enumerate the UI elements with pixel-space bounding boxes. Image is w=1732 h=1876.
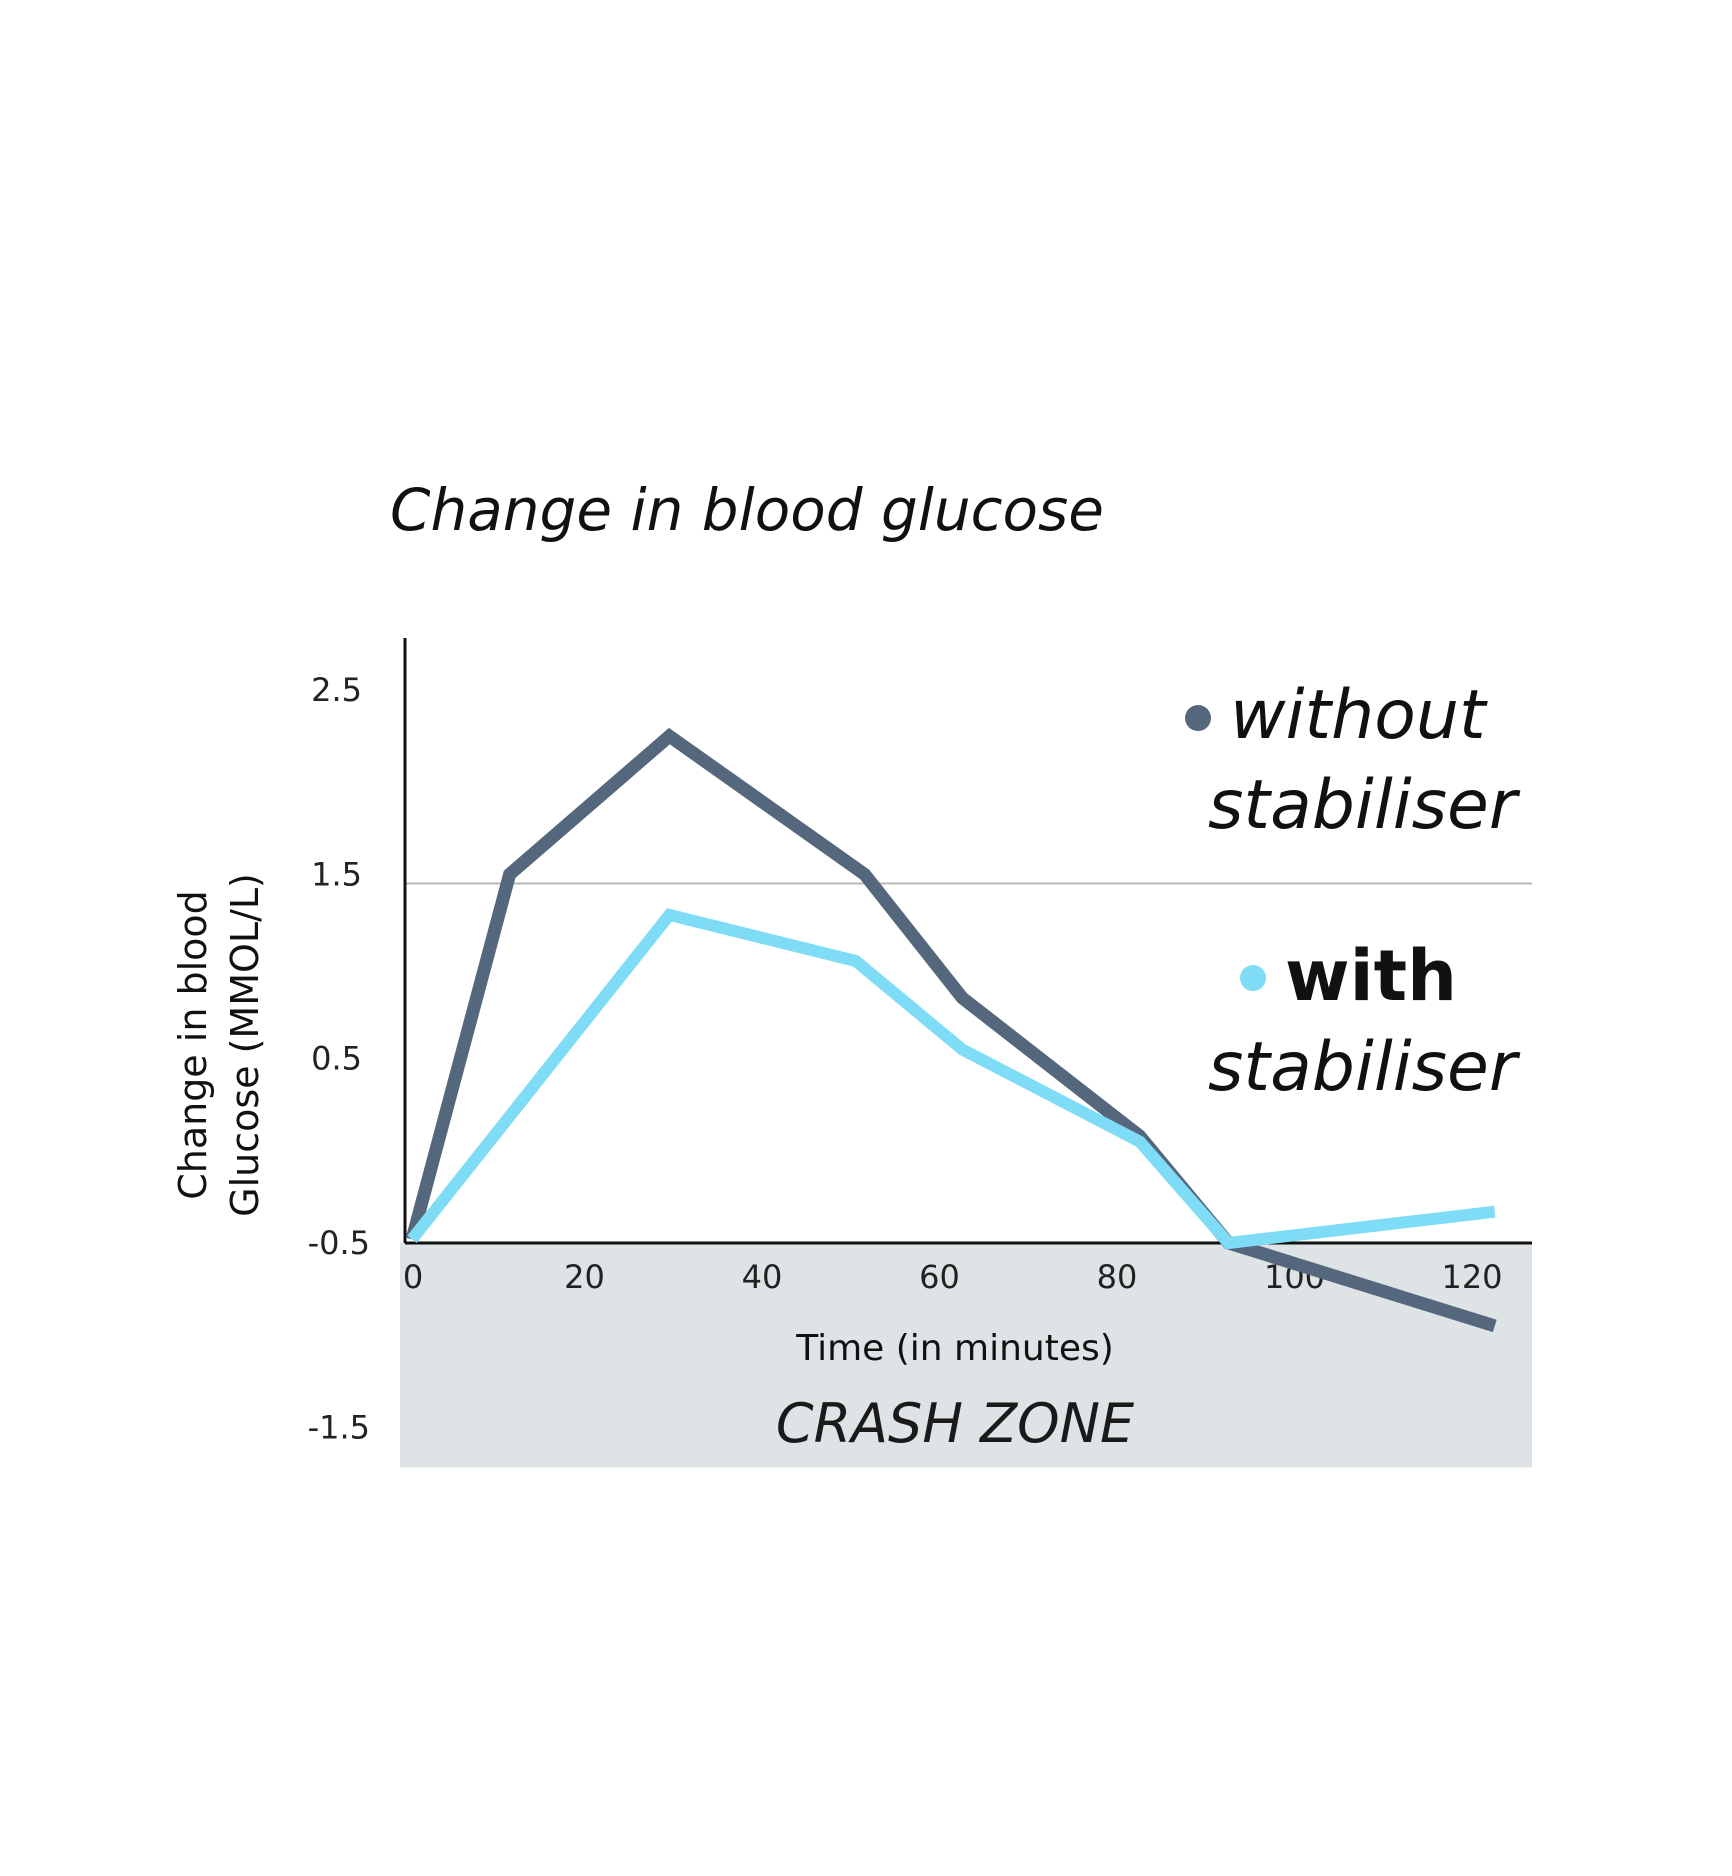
legend: without stabiliser with stabiliser <box>1185 676 1521 1107</box>
y-axis-label-line1: Change in blood <box>171 890 215 1200</box>
legend-label-with-line2: stabiliser <box>1208 1028 1521 1107</box>
x-tick-label: 40 <box>742 1258 783 1296</box>
legend-label-without-line2: stabiliser <box>1208 766 1521 845</box>
legend-marker-without <box>1185 705 1211 731</box>
y-tick-label: -1.5 <box>308 1408 370 1446</box>
y-tick-label: 2.5 <box>311 671 362 709</box>
y-axis-label: Change in blood Glucose (MMOL/L) <box>171 873 267 1217</box>
chart-title: Change in blood glucose <box>390 476 1104 544</box>
x-tick-label: 20 <box>564 1258 605 1296</box>
y-tick-labels: 2.5 1.5 0.5 -0.5 -1.5 <box>308 671 370 1446</box>
y-axis-label-line2: Glucose (MMOL/L) <box>223 873 267 1217</box>
y-tick-label: 0.5 <box>311 1040 362 1078</box>
x-axis-label: Time (in minutes) <box>795 1328 1114 1369</box>
legend-label-without-line1: without <box>1230 676 1488 755</box>
series-lines <box>405 727 1497 1333</box>
x-tick-label: 0 <box>403 1258 423 1296</box>
y-tick-label: 1.5 <box>311 855 362 893</box>
x-tick-label: 120 <box>1441 1258 1502 1296</box>
crash-zone-label: CRASH ZONE <box>776 1392 1135 1455</box>
y-tick-label: -0.5 <box>308 1224 370 1262</box>
legend-marker-with <box>1240 965 1266 991</box>
series-line-with-stabiliser <box>407 908 1496 1250</box>
x-tick-label: 60 <box>919 1258 960 1296</box>
x-tick-label: 80 <box>1097 1258 1138 1296</box>
legend-label-with-line1: with <box>1285 935 1457 1017</box>
